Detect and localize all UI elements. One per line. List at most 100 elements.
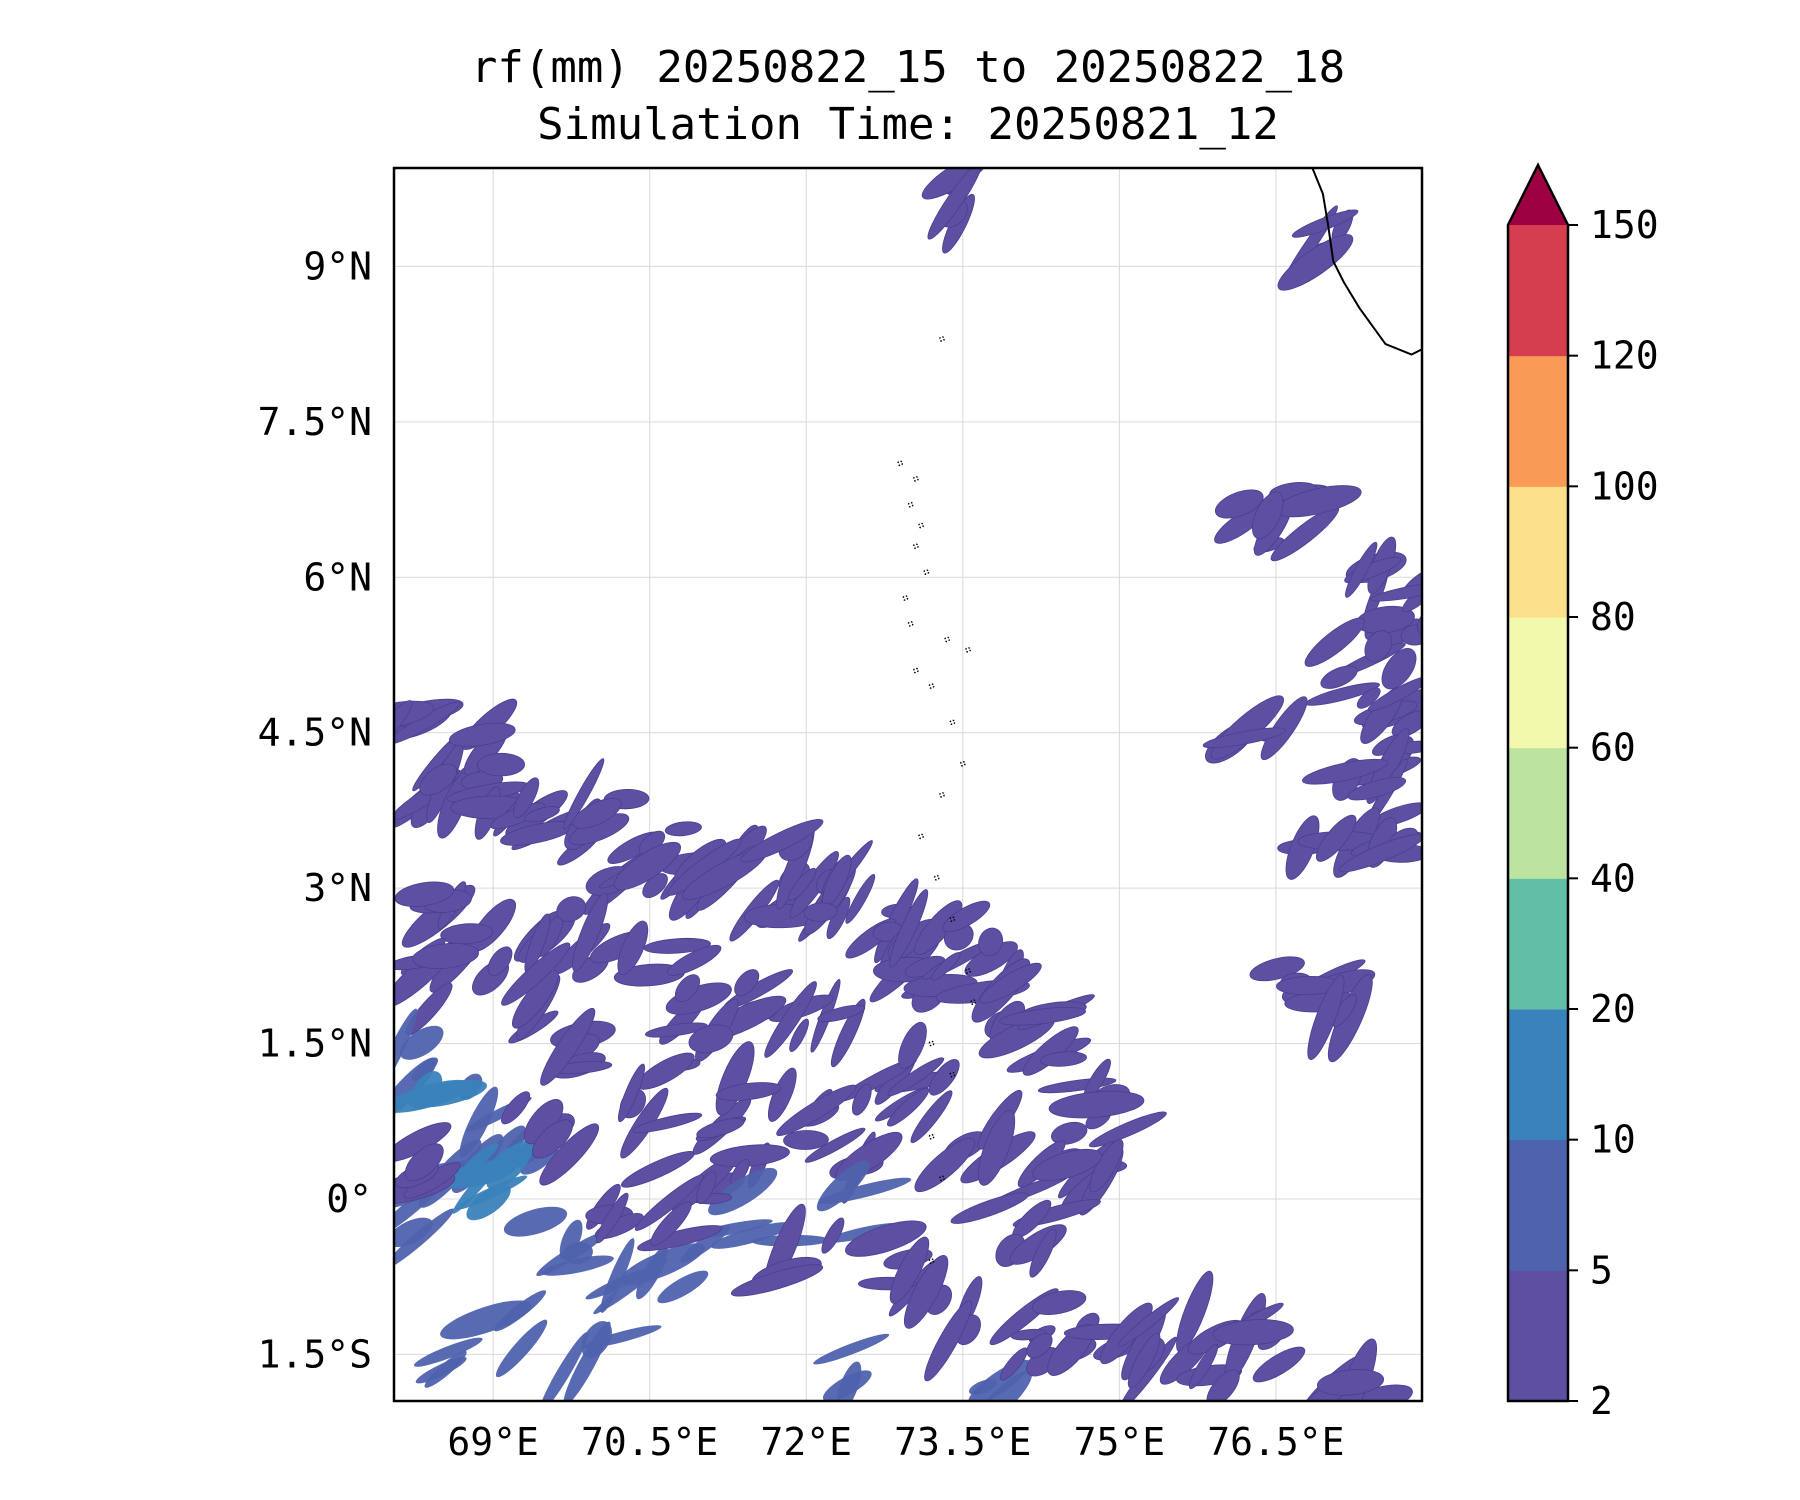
rain-blob [650, 1201, 692, 1246]
rain-blob [776, 1084, 857, 1136]
island-outline [965, 646, 971, 653]
island-outline [928, 1133, 935, 1140]
rain-blob [1051, 1121, 1088, 1145]
colorbar-label: 10 [1590, 1118, 1636, 1162]
rain-blob [394, 1008, 418, 1094]
rain-blob [898, 1021, 927, 1069]
x-tick-label: 72°E [760, 1420, 852, 1464]
rain-blob [924, 1300, 972, 1382]
island-outline [923, 569, 930, 575]
rain-blob [818, 1177, 912, 1205]
rain-blob [394, 1217, 433, 1248]
rain-blob [613, 841, 681, 891]
rain-blob [1291, 209, 1359, 238]
rain-blob [1347, 776, 1407, 801]
colorbar-label: 120 [1590, 334, 1659, 378]
colorbar-label: 60 [1590, 726, 1636, 770]
rain-blob [1315, 814, 1357, 862]
rain-blob [524, 806, 560, 823]
island-outline [949, 719, 956, 726]
island-outline [912, 667, 919, 674]
island-outline [897, 460, 904, 467]
rain-blob [696, 1118, 745, 1139]
rain-blob [804, 1127, 866, 1163]
rain-blob [903, 1255, 949, 1329]
rain-blob [501, 942, 571, 1006]
rain-blob [440, 923, 494, 945]
rain-blob [501, 1091, 531, 1125]
rain-blob [494, 1290, 547, 1332]
rain-blob [440, 1300, 532, 1340]
rain-blob [424, 1350, 467, 1388]
rain-blob [1316, 1369, 1385, 1396]
rain-blob [1039, 1051, 1088, 1067]
rain-blob [1251, 491, 1284, 540]
island-outline [928, 1258, 935, 1265]
rain-blob [540, 1007, 596, 1086]
rain-blob [715, 1082, 782, 1101]
rain-blob [556, 896, 587, 922]
rain-blob [1417, 604, 1422, 636]
rain-blob [942, 900, 991, 933]
x-tick-label: 70.5°E [581, 1420, 718, 1464]
rain-blob [1381, 648, 1417, 690]
rain-blob [617, 920, 649, 976]
rain-blob [999, 1347, 1028, 1381]
rain-blob [636, 1246, 668, 1300]
rain-blob [789, 1018, 809, 1052]
rain-blob [1370, 581, 1422, 602]
rain-blob [1048, 1090, 1145, 1119]
rain-blob [927, 168, 983, 240]
colorbar-label: 2 [1590, 1379, 1613, 1423]
rain-blob [503, 1206, 568, 1237]
rain-blob [449, 722, 516, 747]
y-tick-label: 7.5°N [258, 400, 372, 444]
rain-blob [822, 1370, 872, 1401]
x-tick-label: 76.5°E [1207, 1420, 1344, 1464]
chart-subtitle: Simulation Time: 20250821_12 [537, 99, 1279, 150]
island-outline [965, 968, 971, 974]
rain-blob [1277, 234, 1354, 291]
island-outline [912, 543, 919, 550]
rain-blob [1345, 541, 1378, 598]
rain-blob [410, 1071, 443, 1110]
x-tick-label: 69°E [447, 1420, 539, 1464]
coastline [1311, 168, 1422, 356]
rain-blob [413, 1337, 483, 1367]
rain-blob [513, 777, 540, 819]
colorbar-extend-arrow [1508, 165, 1568, 225]
rain-blob [1212, 1319, 1294, 1346]
rain-blob [1304, 617, 1365, 667]
y-tick-label: 9°N [303, 244, 372, 288]
island-outline [959, 760, 966, 767]
rain-blob [1206, 1369, 1240, 1401]
rain-blob [803, 902, 838, 922]
island-outline [939, 1175, 945, 1182]
colorbar-label: 20 [1590, 987, 1636, 1031]
rain-blob [999, 1007, 1087, 1026]
rain-blob [634, 1174, 704, 1231]
map-background [394, 168, 1422, 1401]
rain-blob [657, 1270, 709, 1304]
rain-blob [851, 1083, 872, 1116]
rain-blob [696, 1170, 717, 1205]
rain-blob [1088, 1111, 1167, 1148]
island-outline [944, 636, 951, 643]
y-tick-label: 0° [326, 1177, 372, 1221]
rain-blob [709, 1144, 790, 1168]
rain-blob [734, 969, 760, 996]
rain-blob [477, 752, 525, 777]
rain-blob [887, 1057, 945, 1097]
rain-blob [562, 1242, 593, 1265]
rain-blob [411, 1057, 439, 1082]
rain-blob [532, 1119, 573, 1159]
rain-blob [711, 1222, 793, 1249]
rain-blob [708, 1167, 778, 1216]
rain-blob [1391, 710, 1422, 738]
colorbar-segment [1508, 1270, 1568, 1402]
rain-blob [910, 1090, 953, 1144]
rain-blob [1214, 489, 1264, 519]
island-outline [918, 833, 924, 840]
rain-blob [632, 1112, 703, 1133]
